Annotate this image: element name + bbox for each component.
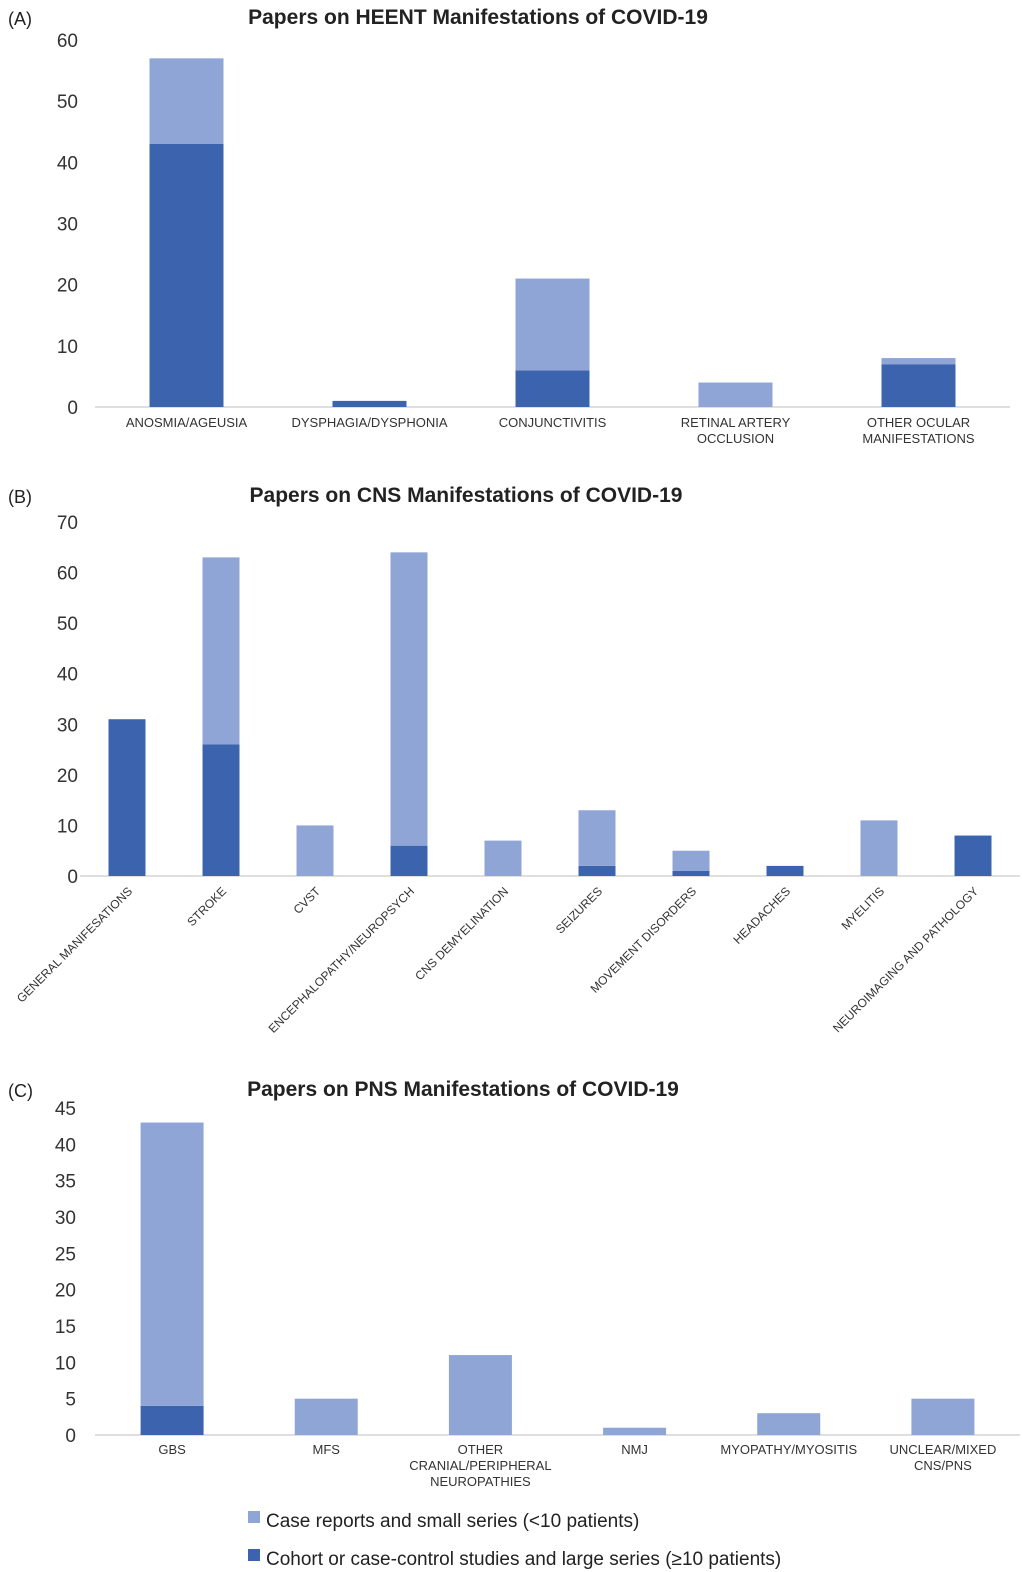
- x-tick-label: MYELITIS: [839, 884, 888, 933]
- bar-stroke-large-series: [202, 744, 240, 876]
- x-tick-label: GENERAL MANIFESATIONS: [14, 884, 135, 1005]
- y-tick-label: 30: [57, 215, 78, 236]
- bar-encephalopathy-neuropsych-large-series: [390, 845, 428, 876]
- x-tick-label: MFS: [313, 1442, 341, 1457]
- bar-other-ocular-manifestations-large-series: [881, 364, 956, 407]
- bar-headaches-large-series: [766, 865, 804, 876]
- y-tick-label: 10: [55, 1353, 76, 1374]
- y-tick-label: 0: [67, 398, 78, 419]
- y-tick-label: 0: [67, 867, 78, 888]
- y-tick-label: 45: [55, 1099, 76, 1120]
- y-tick-label: 60: [57, 564, 78, 585]
- x-tick-label: CVST: [291, 884, 324, 917]
- x-tick-label: ENCEPHALOPATHY/NEUROPSYCH: [266, 884, 418, 1036]
- bar-other-ocular-manifestations-small-series: [881, 358, 956, 365]
- legend-swatch-large-series: [248, 1549, 260, 1561]
- chart-title: Papers on PNS Manifestations of COVID-19: [247, 1078, 679, 1101]
- bar-gbs-small-series: [140, 1122, 204, 1406]
- bar-other-cranial-peripheral-neuropathies-small-series: [448, 1355, 512, 1435]
- x-tick-label: MANIFESTATIONS: [862, 431, 975, 446]
- bar-gbs-large-series: [140, 1405, 204, 1435]
- panel-heent: (A) Papers on HEENT Manifestations of COV…: [8, 6, 1010, 446]
- bar-unclear-mixed-cns-pns-small-series: [911, 1398, 975, 1435]
- panel-label: (A): [8, 9, 32, 29]
- bar-conjunctivitis-large-series: [515, 370, 590, 407]
- bar-anosmia-ageusia-large-series: [149, 143, 224, 407]
- y-tick-label: 25: [55, 1244, 76, 1265]
- x-tick-label: STROKE: [184, 884, 229, 929]
- bar-dysphagia-dysphonia-large-series: [332, 400, 407, 407]
- y-tick-label: 15: [55, 1317, 76, 1338]
- y-tick-label: 0: [65, 1426, 76, 1447]
- panel-cns: (B) Papers on CNS Manifestations of COVID…: [8, 484, 1020, 1036]
- panel-pns: (C) Papers on PNS Manifestations of COVID…: [8, 1078, 1020, 1489]
- bar-mfs-small-series: [294, 1398, 358, 1435]
- bar-retinal-artery-occlusion-small-series: [698, 382, 773, 407]
- y-tick-label: 10: [57, 337, 78, 358]
- legend-label-small-series: Case reports and small series (<10 patie…: [266, 1511, 639, 1532]
- y-tick-label: 50: [57, 92, 78, 113]
- y-tick-label: 35: [55, 1172, 76, 1193]
- bar-anosmia-ageusia-small-series: [149, 58, 224, 144]
- bar-seizures-small-series: [578, 810, 616, 866]
- x-tick-label: CNS DEMYELINATION: [412, 884, 511, 983]
- bar-conjunctivitis-small-series: [515, 278, 590, 371]
- y-tick-label: 50: [57, 614, 78, 635]
- y-tick-label: 5: [65, 1390, 76, 1411]
- y-tick-label: 70: [57, 513, 78, 534]
- legend: Case reports and small series (<10 patie…: [248, 1511, 781, 1570]
- x-tick-label: RETINAL ARTERY: [681, 415, 791, 430]
- x-tick-label: CRANIAL/PERIPHERAL: [409, 1458, 551, 1473]
- x-tick-label: NMJ: [621, 1442, 648, 1457]
- y-tick-label: 40: [57, 665, 78, 686]
- x-tick-label: NEUROIMAGING AND PATHOLOGY: [830, 884, 981, 1035]
- y-tick-label: 60: [57, 31, 78, 52]
- y-tick-label: 10: [57, 816, 78, 837]
- panel-label: (C): [8, 1081, 33, 1101]
- bar-stroke-small-series: [202, 557, 240, 745]
- chart-title: Papers on CNS Manifestations of COVID-19: [250, 484, 683, 507]
- x-tick-label: ANOSMIA/AGEUSIA: [126, 415, 248, 430]
- bar-cns-demyelination-small-series: [484, 840, 522, 876]
- bar-seizures-large-series: [578, 865, 616, 876]
- bar-neuroimaging-and-pathology-large-series: [954, 835, 992, 876]
- bar-movement-disorders-small-series: [672, 850, 710, 871]
- y-tick-label: 30: [55, 1208, 76, 1229]
- x-tick-label: HEADACHES: [730, 884, 793, 947]
- legend-swatch-small-series: [248, 1511, 260, 1523]
- bar-myopathy-myositis-small-series: [757, 1413, 821, 1435]
- x-tick-label: DYSPHAGIA/DYSPHONIA: [291, 415, 447, 430]
- bar-cvst-small-series: [296, 825, 334, 876]
- chart-title: Papers on HEENT Manifestations of COVID-…: [248, 6, 708, 29]
- bar-nmj-small-series: [603, 1427, 667, 1435]
- y-tick-label: 40: [55, 1135, 76, 1156]
- x-tick-label: CNS/PNS: [914, 1458, 972, 1473]
- panel-label: (B): [8, 487, 32, 507]
- x-tick-label: CONJUNCTIVITIS: [499, 415, 607, 430]
- x-tick-label: MOVEMENT DISORDERS: [588, 884, 700, 996]
- x-tick-label: OTHER: [458, 1442, 504, 1457]
- y-tick-label: 20: [57, 766, 78, 787]
- x-tick-label: OCCLUSION: [697, 431, 774, 446]
- y-tick-label: 20: [57, 276, 78, 297]
- bar-movement-disorders-large-series: [672, 870, 710, 876]
- x-tick-label: SEIZURES: [553, 884, 605, 936]
- x-tick-label: MYOPATHY/MYOSITIS: [720, 1442, 857, 1457]
- x-tick-label: GBS: [158, 1442, 186, 1457]
- bar-general-manifesations-large-series: [108, 719, 146, 876]
- bar-myelitis-small-series: [860, 820, 898, 876]
- y-tick-label: 30: [57, 715, 78, 736]
- y-tick-label: 40: [57, 153, 78, 174]
- x-tick-label: NEUROPATHIES: [430, 1474, 531, 1489]
- legend-label-large-series: Cohort or case-control studies and large…: [266, 1549, 781, 1570]
- y-tick-label: 20: [55, 1281, 76, 1302]
- x-tick-label: OTHER OCULAR: [867, 415, 970, 430]
- bar-encephalopathy-neuropsych-small-series: [390, 552, 428, 846]
- x-tick-label: UNCLEAR/MIXED: [889, 1442, 996, 1457]
